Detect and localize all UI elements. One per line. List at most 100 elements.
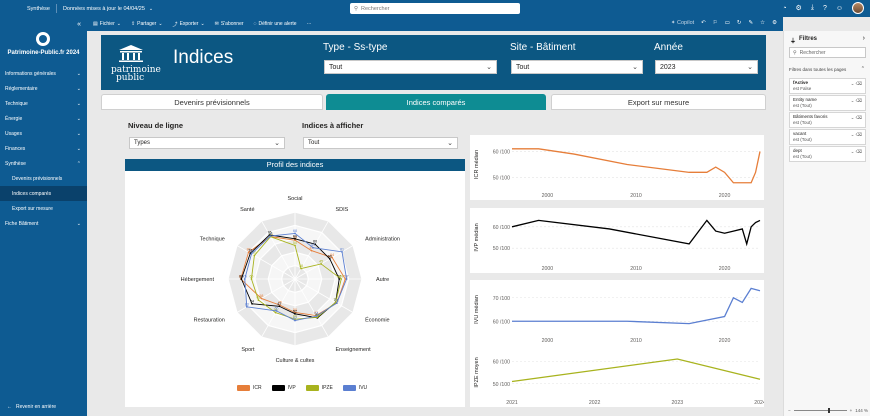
ipze-line-chart-card[interactable]: IPZE moyen 50 /100 60 /100 2021 2022 2023 2024 (470, 344, 766, 407)
radar-point[interactable] (247, 251, 250, 254)
filter-card-factive[interactable]: fActive est False ⌄ ⌫ (789, 78, 866, 94)
type-slicer[interactable]: Tout ⌄ (324, 60, 497, 74)
filter-card-vacant[interactable]: vacant est (Tout) ⌄ ⌫ (789, 129, 866, 145)
filter-card-icons[interactable]: ⌄ ⌫ (850, 81, 862, 86)
legend-item-ivp[interactable]: IVP (271, 385, 296, 391)
filter-search-input[interactable]: ⚲ Rechercher (789, 47, 866, 58)
radar-point[interactable] (240, 278, 243, 280)
nav-item-fiche-batiment[interactable]: Fiche Bâtiment ⌄ (5, 220, 81, 227)
search-input[interactable]: ⚲ Rechercher (350, 3, 520, 14)
radar-point[interactable] (312, 246, 314, 249)
radar-point[interactable] (294, 312, 296, 315)
nav-item-usages[interactable]: Usages ⌄ (5, 130, 81, 137)
back-button[interactable]: ← Revenir en arrière (7, 404, 57, 410)
radar-point[interactable] (274, 311, 277, 314)
zoom-out-icon[interactable]: − (788, 408, 791, 413)
radar-point[interactable] (269, 235, 272, 237)
radar-point[interactable] (294, 237, 296, 240)
site-slicer[interactable]: Tout ⌄ (511, 60, 643, 74)
level-slicer[interactable]: Types ⌄ (129, 137, 285, 149)
radar-point[interactable] (257, 299, 260, 302)
tab-indices[interactable]: Indices comparés (326, 94, 546, 110)
filter-card-icons[interactable]: ⌄ ⌫ (850, 98, 862, 103)
radar-point[interactable] (294, 232, 296, 235)
radar-point[interactable] (340, 278, 343, 280)
radar-point[interactable] (294, 318, 296, 321)
radar-point[interactable] (250, 252, 253, 255)
radar-point[interactable] (315, 315, 318, 318)
nav-subitem-devenirs[interactable]: Devenirs prévisionnels (12, 175, 63, 182)
radar-point[interactable] (278, 305, 281, 308)
year-slicer[interactable]: 2023 ⌄ (655, 60, 758, 74)
tab-devenirs[interactable]: Devenirs prévisionnels (101, 94, 323, 110)
radar-point[interactable] (251, 302, 253, 305)
zoom-slider[interactable] (793, 408, 847, 413)
collapse-filters-icon[interactable]: › (862, 35, 865, 42)
ivu-line-chart-card[interactable]: IVU médian 60 /100 70 /100 2000 2010 2020 (470, 280, 764, 345)
settings-icon[interactable]: ⚙ (795, 5, 802, 12)
radar-point[interactable] (294, 239, 296, 242)
radar-point[interactable] (253, 254, 256, 257)
chevron-up-icon[interactable]: ⌃ (860, 66, 865, 72)
radar-point[interactable] (260, 297, 263, 300)
radar-point[interactable] (335, 302, 338, 305)
radar-point[interactable] (294, 311, 296, 314)
radar-point[interactable] (344, 278, 347, 280)
icr-line-chart-card[interactable]: ICR médian 50 /100 60 /100 2000 2010 2020 (470, 135, 764, 200)
nav-item-informations[interactable]: Informations générales ⌄ (5, 70, 81, 77)
data-updated-label[interactable]: Données mises à jour le 04/04/25 (62, 5, 145, 12)
radar-point[interactable] (300, 267, 302, 270)
line-series-icr[interactable] (512, 148, 761, 184)
nav-item-synthese[interactable]: Synthèse ⌃ (5, 160, 81, 167)
more-options-button[interactable]: ··· (306, 21, 312, 27)
ivp-line-chart-card[interactable]: IVP médian 50 /100 60 /100 2000 2010 2020 (470, 208, 764, 273)
legend-item-ivu[interactable]: IVU (342, 385, 367, 391)
zoom-in-icon[interactable]: + (849, 408, 853, 413)
filter-card-batiments[interactable]: Bâtiments favoris est (Tout) ⌄ ⌫ (789, 112, 866, 128)
radar-point[interactable] (243, 278, 246, 280)
zoom-control[interactable]: − + 144 % (788, 408, 868, 413)
radar-point[interactable] (250, 278, 253, 280)
collapse-nav-icon[interactable]: « (77, 21, 81, 28)
settings-icon[interactable]: ⚙ (772, 20, 777, 26)
radar-point[interactable] (341, 250, 343, 253)
feedback-icon[interactable]: ☺ (835, 4, 843, 12)
copilot-button[interactable]: ✦ Copilot (670, 20, 695, 26)
nav-subitem-indices[interactable]: Indices comparés (0, 186, 87, 201)
radar-point[interactable] (320, 263, 323, 265)
radar-point[interactable] (328, 258, 331, 260)
radar-point[interactable] (294, 244, 296, 247)
export-menu[interactable]: ⤴ Exporter ⌄ (172, 21, 205, 28)
radar-point[interactable] (245, 305, 248, 308)
reset-icon[interactable]: ↶ (701, 20, 706, 26)
filter-card-entity[interactable]: Entity name est (Tout) ⌄ ⌫ (789, 95, 866, 111)
indices-slicer[interactable]: Tout ⌄ (303, 137, 458, 149)
nav-item-reglementaire[interactable]: Réglementaire ⌄ (5, 85, 81, 92)
line-series-ipze[interactable] (511, 358, 761, 383)
chevron-down-icon[interactable]: ⌄ (148, 5, 154, 12)
legend-item-ipze[interactable]: IPZE (305, 385, 333, 391)
star-icon[interactable]: ☆ (760, 20, 766, 26)
nav-subitem-export[interactable]: Export sur mesure (12, 205, 53, 212)
comment-icon[interactable]: ✎ (748, 20, 754, 26)
filter-card-icons[interactable]: ⌄ ⌫ (850, 149, 862, 154)
alert-button[interactable]: ◌ Définir une alerte (253, 21, 297, 27)
radar-point[interactable] (310, 249, 313, 252)
help-icon[interactable]: ? (822, 4, 827, 12)
filter-card-dept[interactable]: dept est (Tout) ⌄ ⌫ (789, 146, 866, 162)
report-name[interactable]: Synthèse (27, 5, 50, 12)
avatar[interactable] (852, 2, 864, 14)
line-series-ivu[interactable] (512, 287, 761, 325)
filter-card-icons[interactable]: ⌄ ⌫ (850, 115, 862, 120)
radar-point[interactable] (338, 278, 341, 280)
tab-export[interactable]: Export sur mesure (551, 94, 766, 110)
radar-point[interactable] (331, 256, 334, 259)
legend-item-icr[interactable]: ICR (237, 385, 262, 391)
nav-item-technique[interactable]: Technique ⌄ (5, 100, 81, 107)
refresh-icon[interactable]: ↻ (736, 20, 742, 26)
line-series-ivp[interactable] (511, 219, 761, 247)
file-menu[interactable]: ▤ Fichier ⌄ (93, 21, 121, 27)
bookmark-icon[interactable]: ⚐ (712, 20, 718, 26)
nav-item-energie[interactable]: Énergie ⌄ (5, 115, 81, 122)
filter-card-icons[interactable]: ⌄ ⌫ (850, 132, 862, 137)
